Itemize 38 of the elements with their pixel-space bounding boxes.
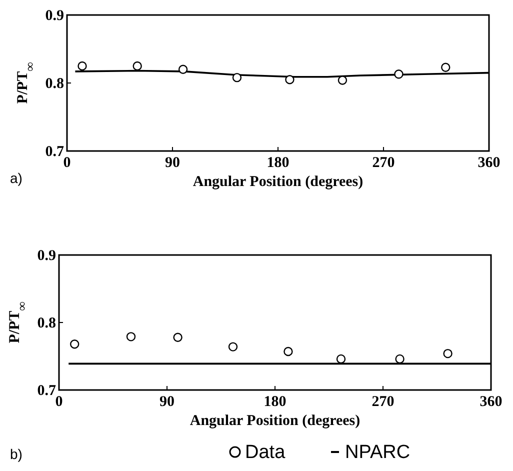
point	[126, 332, 136, 342]
x-tick-label: 360	[478, 155, 500, 171]
x-tick-label: 270	[372, 394, 394, 410]
point	[336, 354, 346, 364]
point	[394, 70, 404, 79]
y-tick-label: 0.8	[45, 76, 64, 92]
x-tick-label: 90	[165, 155, 180, 171]
x-axis-title: Angular Position (degrees)	[192, 174, 364, 190]
x-tick-label: 0	[63, 155, 71, 171]
point	[285, 75, 294, 84]
y-tick-label: 0.9	[37, 248, 56, 264]
x-axis-title: Angular Position (degrees)	[190, 413, 360, 429]
point	[441, 62, 450, 72]
point	[178, 64, 188, 74]
point	[338, 76, 348, 85]
y-tick-label: 0.7	[45, 144, 64, 160]
point	[78, 61, 87, 71]
point	[132, 61, 142, 71]
point	[395, 354, 404, 364]
point	[443, 348, 452, 358]
x-tick-label: 180	[264, 394, 286, 410]
point	[232, 72, 242, 82]
x-tick-label: 270	[372, 155, 395, 171]
point	[284, 346, 293, 356]
x-tick-label: 90	[160, 394, 174, 410]
x-tick-label: 360	[480, 394, 502, 410]
point	[228, 342, 238, 352]
text: b)	[10, 446, 22, 462]
x-tick-label: 0	[55, 394, 63, 410]
legend-label: Data	[245, 442, 286, 463]
text: a)	[10, 170, 22, 186]
point	[70, 340, 80, 349]
y-tick-label: 0.7	[37, 383, 56, 399]
point	[173, 332, 182, 342]
legend-label: NPARC	[345, 442, 410, 463]
x-tick-label: 180	[266, 155, 290, 171]
y-tick-label: 0.8	[37, 316, 56, 332]
y-tick-label: 0.9	[45, 8, 64, 24]
